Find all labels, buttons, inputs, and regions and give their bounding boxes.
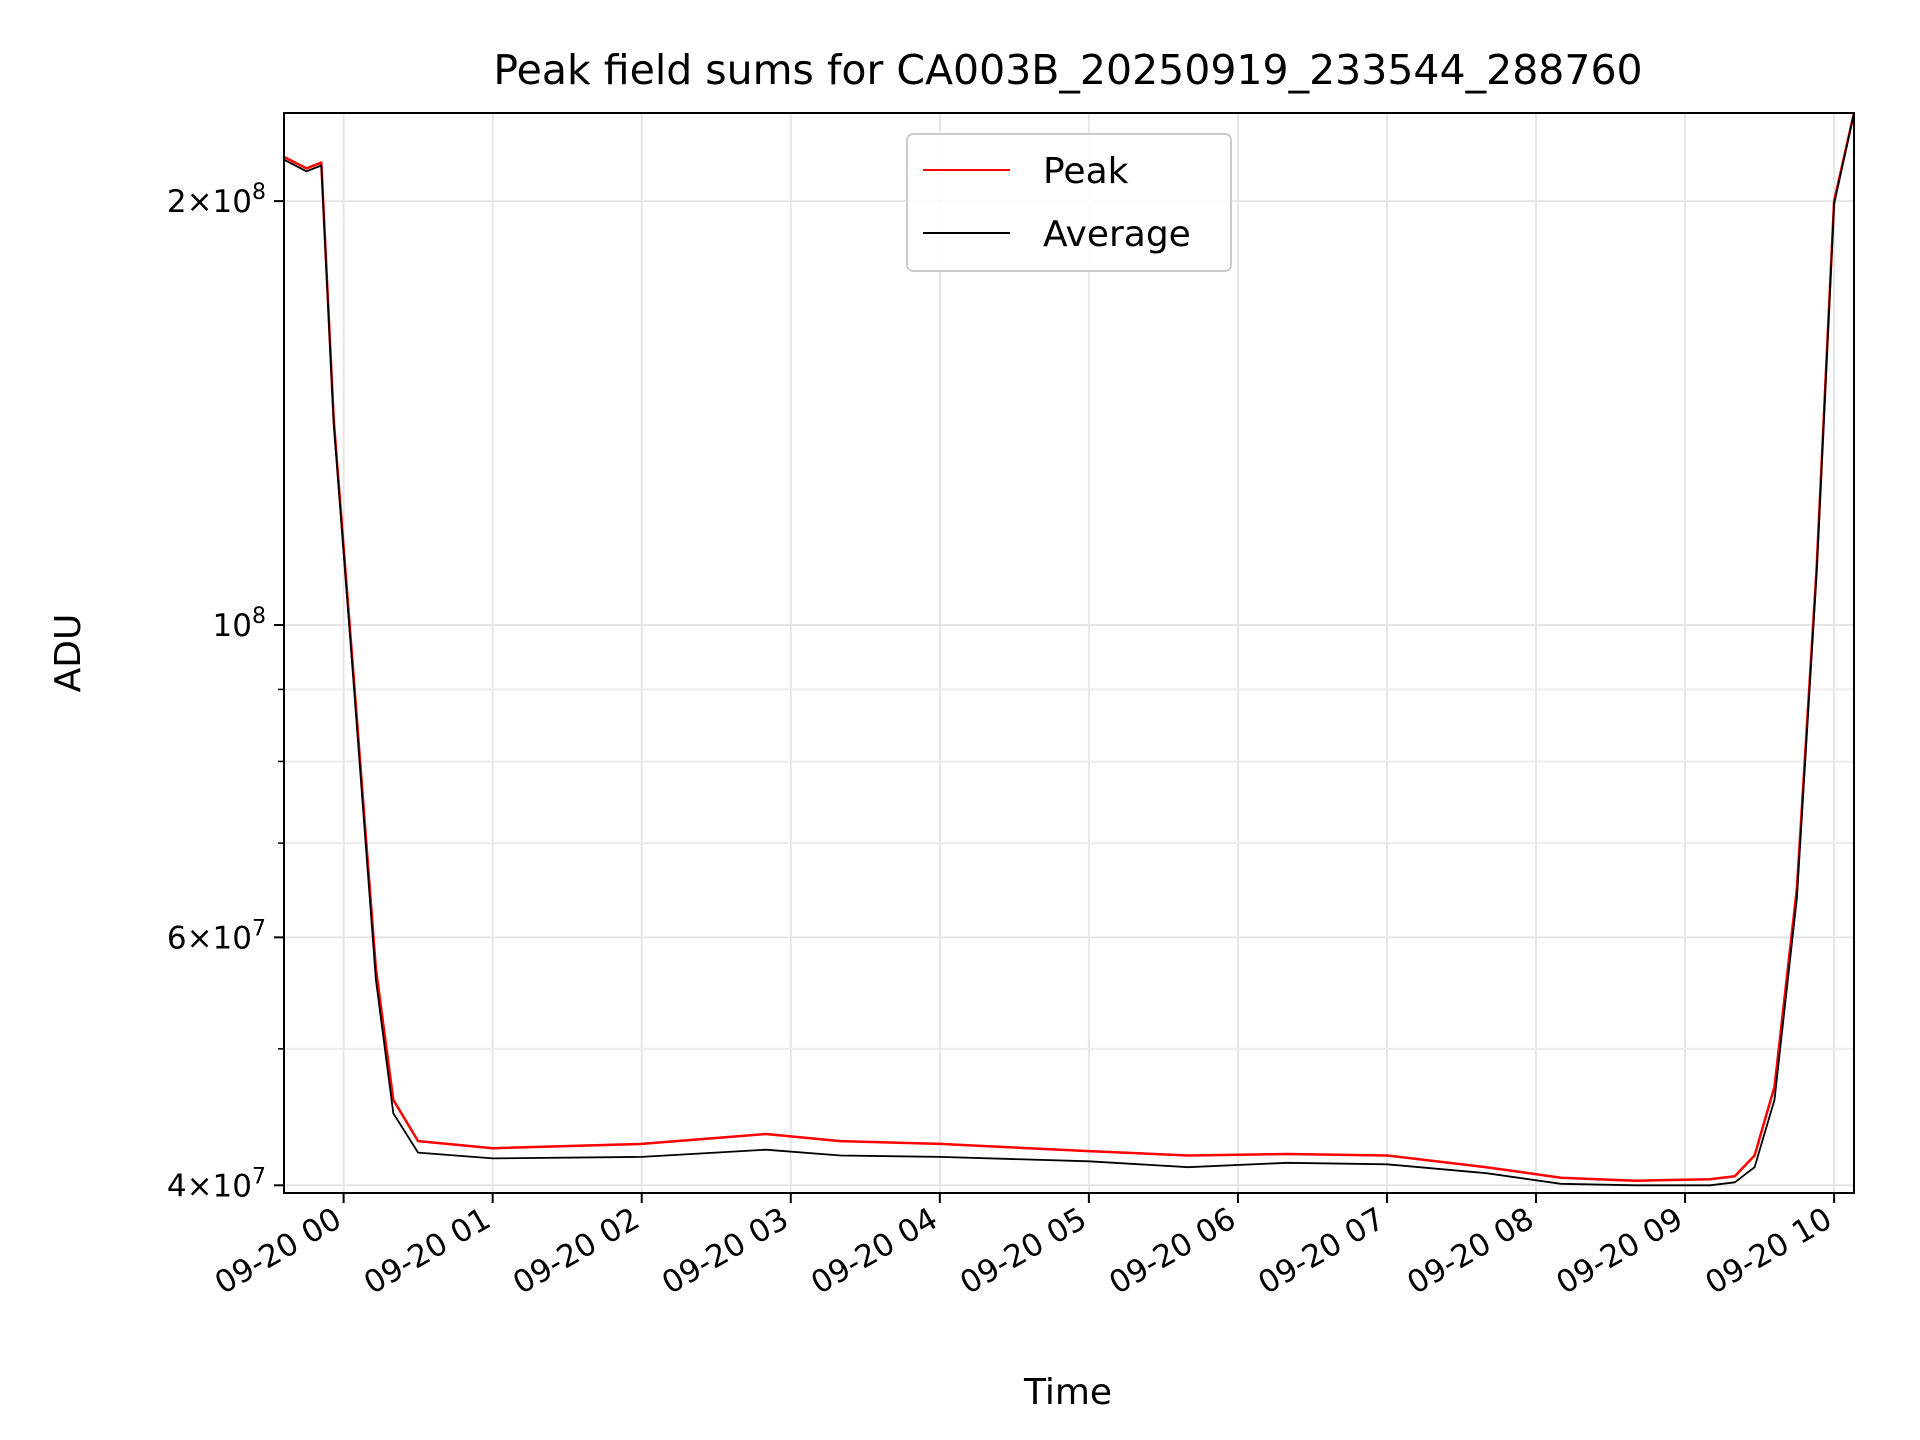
legend-peak-label: Peak xyxy=(1043,151,1129,192)
legend-box xyxy=(906,133,1232,272)
x-axis-label: Time xyxy=(1023,1372,1112,1413)
y-tick-label: 2×108 xyxy=(167,180,266,220)
y-axis-label: ADU xyxy=(48,614,89,693)
series-layer xyxy=(283,112,1856,1187)
series-line-average xyxy=(283,112,1855,1187)
legend-average-label: Average xyxy=(1043,214,1191,255)
chart-title: Peak field sums for CA003B_20250919_2335… xyxy=(493,46,1642,94)
legend: Peak Average xyxy=(906,133,1232,272)
y-tick-label: 108 xyxy=(213,604,266,644)
plot-frame xyxy=(283,112,1855,1194)
y-axis: 4×107 6×107 108 2×108 xyxy=(167,180,284,1204)
y-tick-label: 6×107 xyxy=(167,916,266,956)
y-tick-label: 4×107 xyxy=(167,1164,266,1204)
